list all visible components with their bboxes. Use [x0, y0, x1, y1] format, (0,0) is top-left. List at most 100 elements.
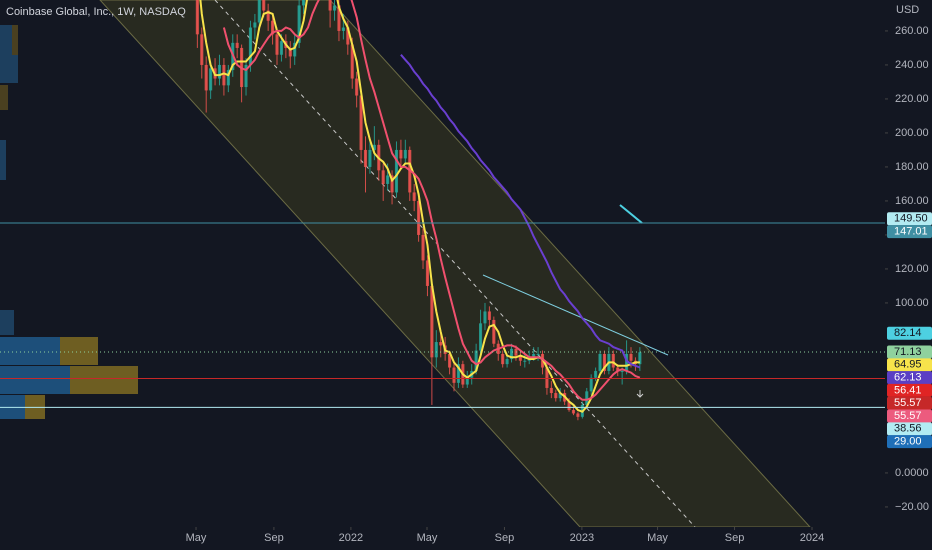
price-badge — [887, 435, 932, 449]
price-badge — [887, 396, 932, 410]
price-badge-label: 147.01 — [894, 225, 928, 237]
candle-body — [452, 367, 456, 383]
candle-body — [523, 360, 527, 362]
candle-body — [483, 311, 487, 324]
candle-body — [350, 44, 354, 79]
candle-body — [616, 367, 620, 371]
price-badge-label: 149.50 — [894, 213, 928, 225]
candle-body — [209, 68, 213, 91]
drawings — [99, 0, 811, 527]
candle-body — [328, 0, 332, 11]
candle-body — [222, 64, 226, 86]
candle-body — [386, 175, 390, 184]
candle-body — [518, 355, 522, 361]
y-tick-label: 260.00 — [895, 25, 929, 37]
candle-body — [514, 348, 518, 356]
candle-body — [381, 170, 385, 184]
candle-body — [275, 34, 279, 55]
channel — [99, 0, 811, 527]
candle-body — [271, 20, 275, 35]
x-tick-label: 2022 — [339, 532, 363, 544]
candle-body — [359, 95, 363, 150]
candle-body — [505, 359, 509, 365]
price-badge-label: 82.14 — [894, 327, 922, 339]
price-badge-label: 55.57 — [894, 410, 922, 422]
candle-body — [346, 27, 350, 45]
candle-body — [279, 41, 283, 55]
price-badge — [887, 371, 932, 385]
price-badge-label: 29.00 — [894, 436, 922, 448]
candle-body — [434, 342, 438, 358]
candle-body — [532, 353, 536, 358]
candle-body — [257, 0, 261, 23]
candle-body — [399, 149, 403, 159]
candle-body — [417, 200, 421, 235]
candle-body — [297, 5, 301, 43]
candle-body — [509, 348, 514, 360]
candle-body — [554, 393, 558, 399]
candle-body — [341, 27, 345, 31]
y-tick-label: 100.00 — [895, 297, 929, 309]
x-tick-label: Sep — [495, 532, 515, 544]
candle-body — [620, 370, 624, 372]
candle-body — [629, 353, 633, 361]
y-tick-label: 120.00 — [895, 263, 929, 275]
candle-body — [594, 370, 598, 378]
candle-body — [638, 352, 642, 365]
y-tick-label: 160.00 — [895, 195, 929, 207]
candle-body — [412, 192, 416, 201]
candle-body — [204, 64, 208, 91]
candle-body — [403, 149, 407, 159]
candle-body — [226, 70, 230, 86]
candle-body — [501, 353, 505, 365]
candle-body — [439, 342, 443, 346]
x-tick-label: May — [647, 532, 668, 544]
arrow — [636, 390, 644, 398]
candle-body — [611, 353, 615, 368]
x-tick-label: 2023 — [570, 532, 594, 544]
trend-segment — [619, 204, 643, 224]
candle-body — [368, 149, 372, 167]
candle-body — [244, 64, 248, 88]
chart-title: Coinbase Global, Inc., 1W, NASDAQ — [6, 6, 186, 18]
y-tick-label: 0.0000 — [895, 467, 929, 479]
price-badge — [887, 358, 932, 372]
x-tick-label: May — [186, 532, 207, 544]
candle-body — [200, 34, 204, 65]
currency-label: USD — [896, 4, 919, 16]
indicator-line — [199, 0, 640, 413]
candle-body — [217, 64, 222, 79]
candle-body — [576, 413, 580, 417]
candle-body — [430, 285, 434, 358]
x-tick-label: Sep — [725, 532, 745, 544]
candle-body — [448, 353, 452, 368]
y-tick-label: 220.00 — [895, 93, 929, 105]
candle-body — [390, 175, 394, 193]
price-badge — [887, 422, 932, 436]
price-badge — [887, 383, 932, 397]
price-badge-label: 56.41 — [894, 384, 922, 396]
price-badge-label: 55.57 — [894, 397, 922, 409]
price-badge — [887, 212, 932, 226]
candle-body — [394, 149, 399, 193]
price-badge — [887, 225, 932, 239]
indicator-line — [400, 54, 641, 369]
candle-body — [421, 234, 425, 261]
price-badge — [887, 326, 932, 340]
candle-body — [492, 319, 496, 344]
candle-body — [293, 42, 297, 57]
channel-median — [214, 0, 696, 527]
candle-body — [598, 353, 602, 371]
price-badge-label: 64.95 — [894, 359, 922, 371]
candle-body — [558, 393, 562, 399]
candle-body — [302, 0, 306, 6]
price-badge-label: 62.13 — [894, 372, 922, 384]
candle-body — [567, 401, 571, 411]
y-tick-label: −20.00 — [895, 501, 929, 513]
candle-body — [456, 364, 460, 383]
candle-body — [248, 27, 253, 65]
candle-body — [487, 311, 491, 320]
price-badge — [887, 409, 932, 423]
plot-area — [195, 0, 642, 421]
